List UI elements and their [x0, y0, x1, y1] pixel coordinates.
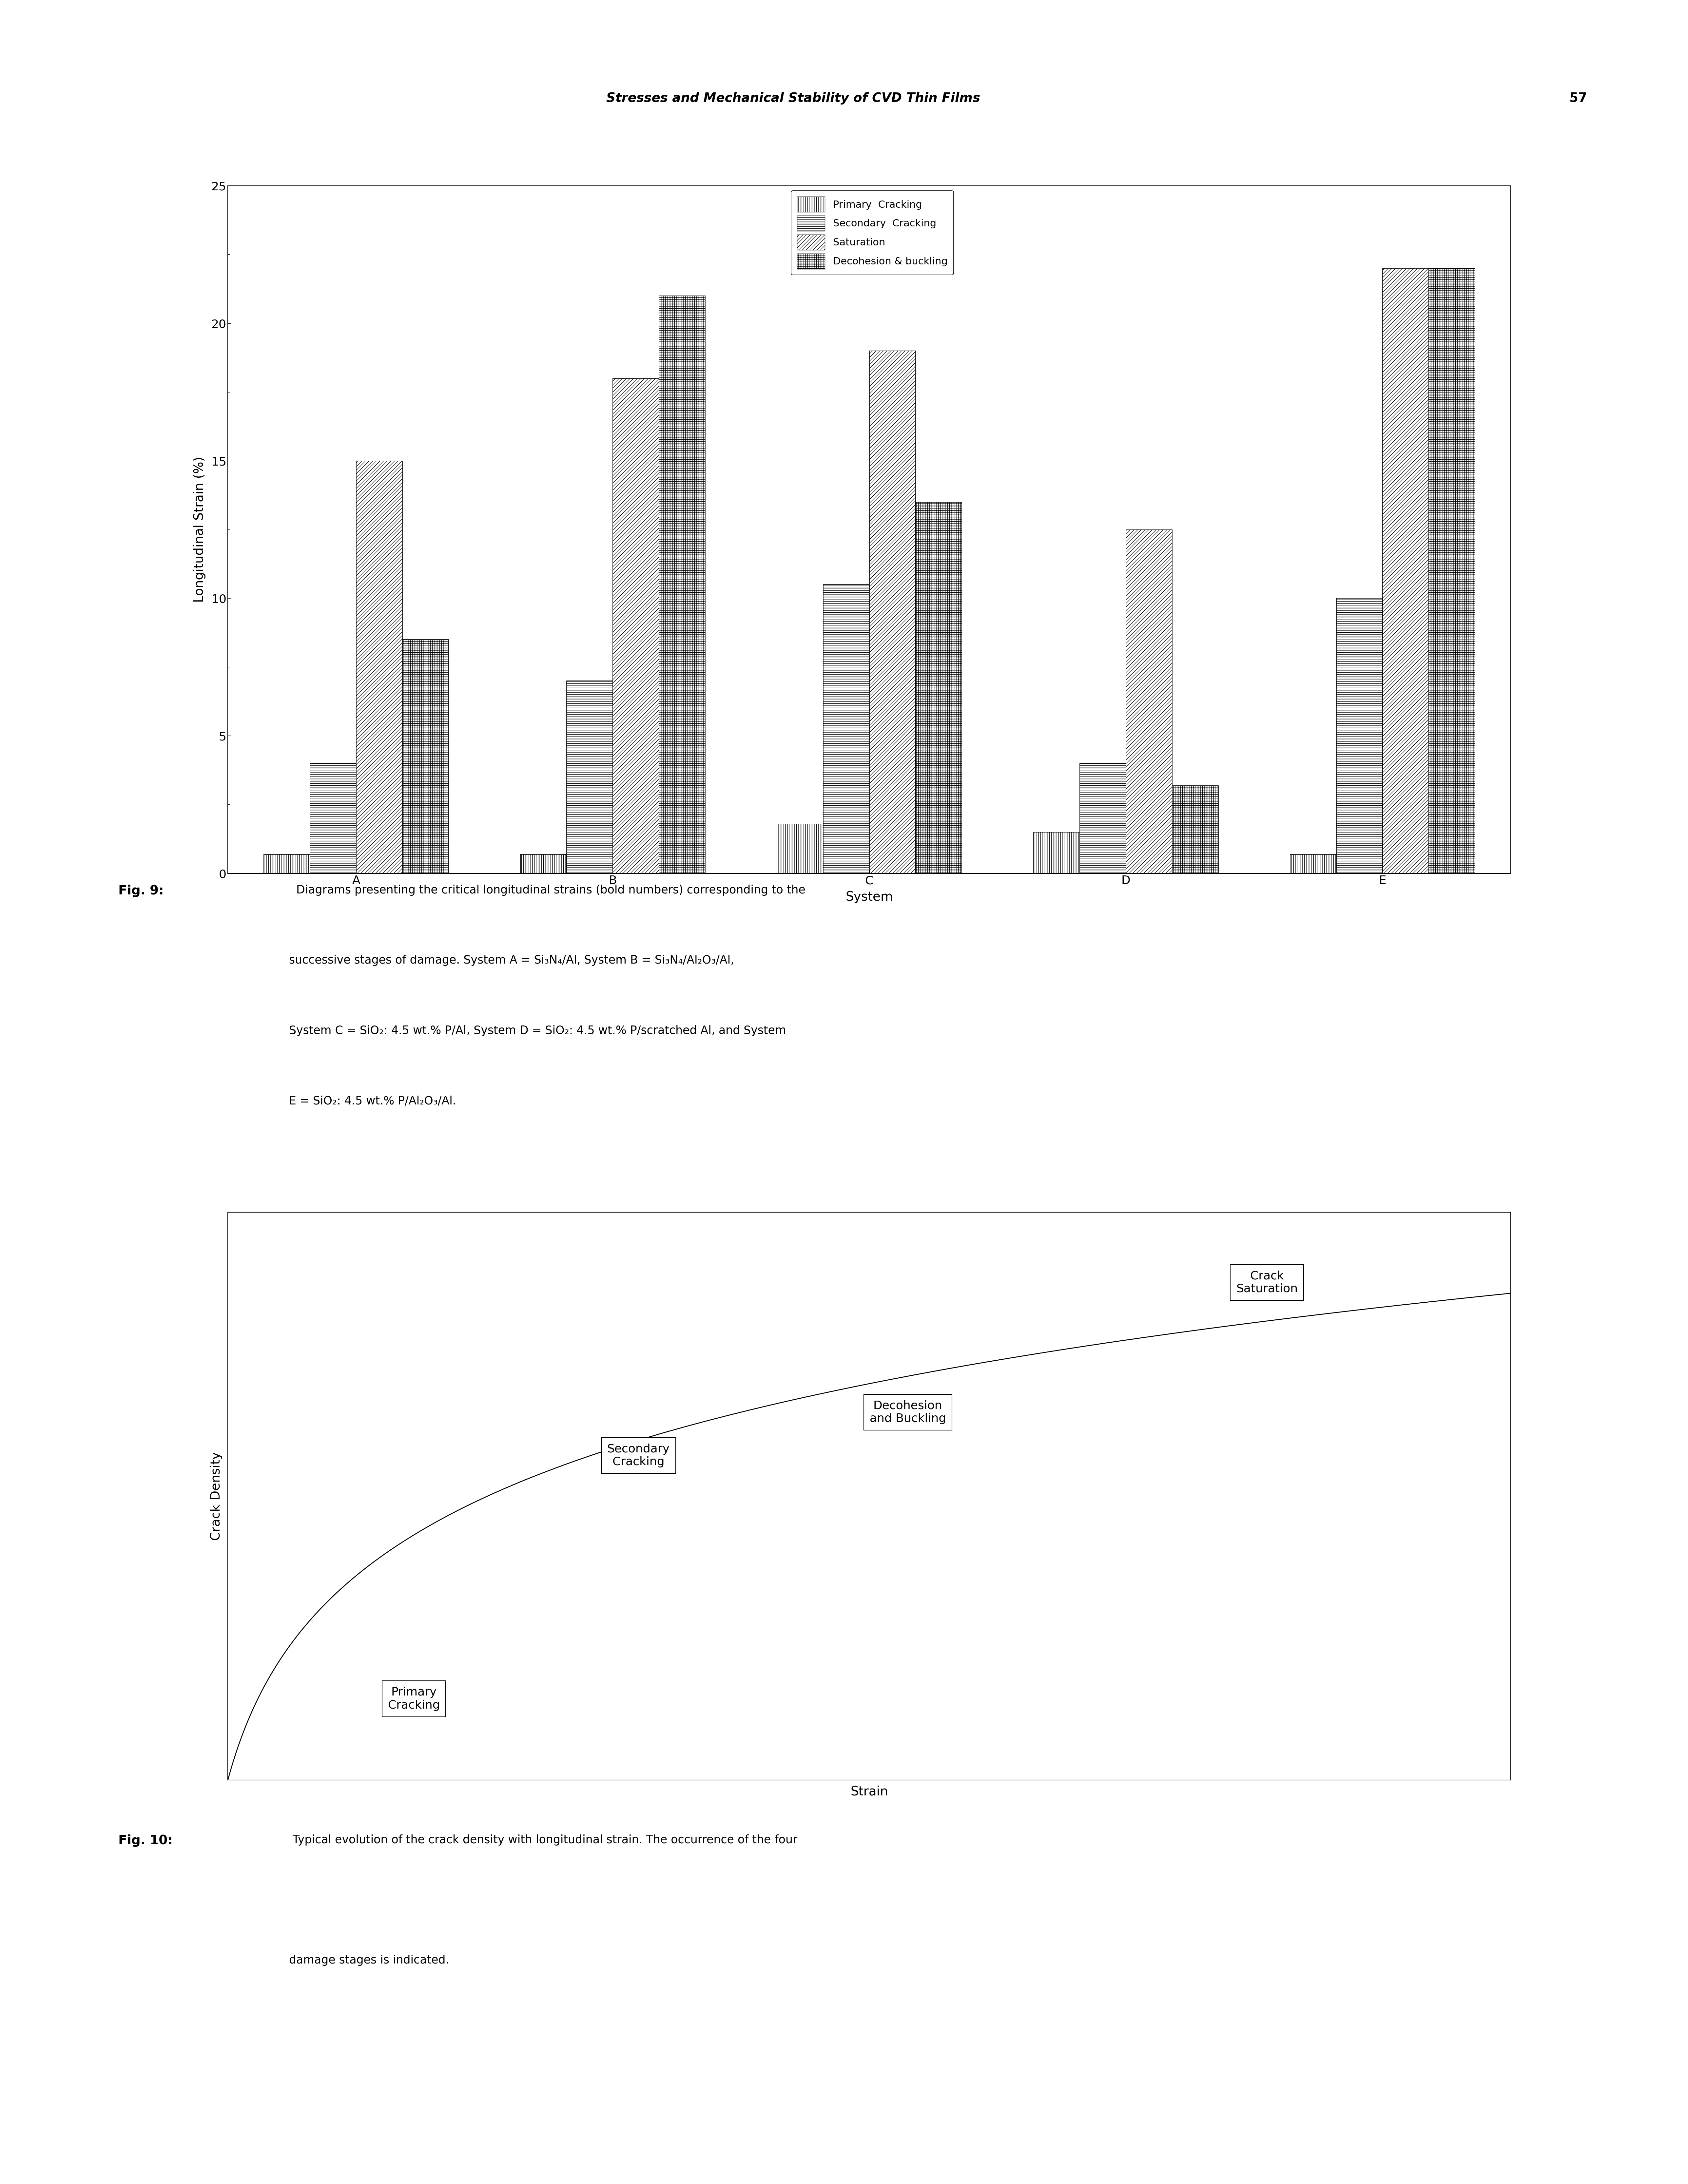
X-axis label: System: System	[846, 891, 893, 904]
Bar	[613, 378, 658, 874]
Text: damage stages is indicated.: damage stages is indicated.	[289, 1955, 449, 1966]
Bar	[1080, 764, 1126, 874]
Bar	[1126, 529, 1171, 874]
Bar	[520, 854, 567, 874]
Text: Crack
Saturation: Crack Saturation	[1236, 1271, 1298, 1295]
Text: successive stages of damage. System A = Si₃N₄/Al, System B = Si₃N₄/Al₂O₃/Al,: successive stages of damage. System A = …	[289, 954, 734, 965]
Text: 57: 57	[1570, 92, 1587, 105]
Bar	[658, 295, 706, 874]
Bar	[1428, 269, 1475, 874]
Text: Secondary
Cracking: Secondary Cracking	[608, 1444, 670, 1468]
Bar	[311, 764, 356, 874]
Bar	[915, 502, 962, 874]
Bar	[869, 352, 915, 874]
Bar	[1033, 832, 1080, 874]
X-axis label: Strain: Strain	[851, 1787, 888, 1797]
Text: Decohesion
and Buckling: Decohesion and Buckling	[869, 1400, 945, 1424]
Bar	[356, 461, 402, 874]
Bar	[776, 823, 824, 874]
Bar	[402, 640, 449, 874]
Bar	[1290, 854, 1337, 874]
Text: Stresses and Mechanical Stability of CVD Thin Films: Stresses and Mechanical Stability of CVD…	[606, 92, 981, 105]
Bar	[824, 585, 869, 874]
Bar	[1382, 269, 1428, 874]
Y-axis label: Longitudinal Strain (%): Longitudinal Strain (%)	[194, 456, 206, 603]
Bar	[1337, 598, 1382, 874]
Y-axis label: Crack Density: Crack Density	[209, 1452, 223, 1540]
Text: System C = SiO₂: 4.5 wt.% P/Al, System D = SiO₂: 4.5 wt.% P/scratched Al, and Sy: System C = SiO₂: 4.5 wt.% P/Al, System D…	[289, 1024, 787, 1037]
Bar	[1171, 786, 1219, 874]
Legend: Primary  Cracking, Secondary  Cracking, Saturation, Decohesion & buckling: Primary Cracking, Secondary Cracking, Sa…	[792, 190, 954, 275]
Text: Diagrams presenting the critical longitudinal strains (bold numbers) correspondi: Diagrams presenting the critical longitu…	[289, 885, 805, 895]
Text: Fig. 10:: Fig. 10:	[118, 1835, 172, 1848]
Bar	[567, 681, 613, 874]
Bar	[263, 854, 311, 874]
Text: Primary
Cracking: Primary Cracking	[388, 1686, 441, 1710]
Text: E = SiO₂: 4.5 wt.% P/Al₂O₃/Al.: E = SiO₂: 4.5 wt.% P/Al₂O₃/Al.	[289, 1096, 456, 1107]
Text: Typical evolution of the crack density with longitudinal strain. The occurrence : Typical evolution of the crack density w…	[289, 1835, 797, 1845]
Text: Fig. 9:: Fig. 9:	[118, 885, 164, 898]
